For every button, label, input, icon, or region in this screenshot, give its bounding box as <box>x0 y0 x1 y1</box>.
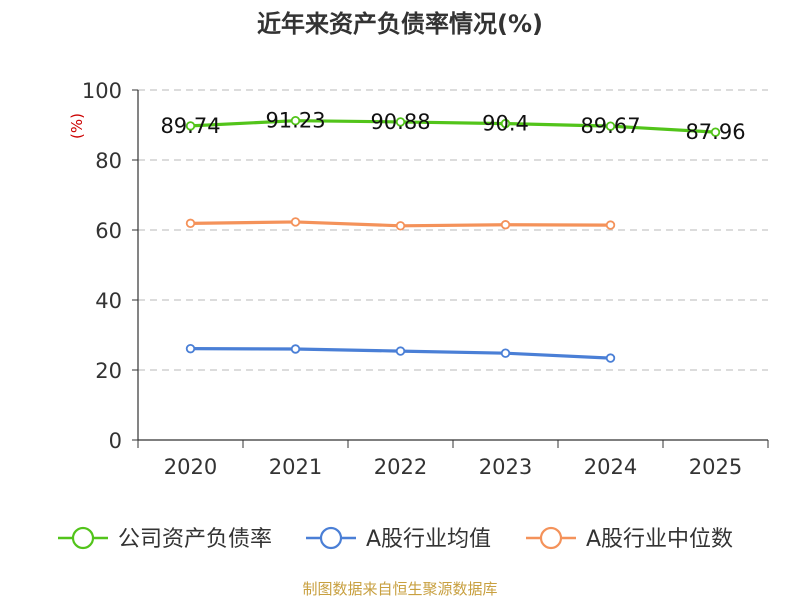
data-point <box>290 217 301 227</box>
data-point <box>500 220 511 230</box>
data-point <box>290 115 301 126</box>
gridlines <box>138 89 768 371</box>
data-point <box>500 348 511 358</box>
x-tick-label: 2021 <box>269 455 322 479</box>
y-tick-label: 60 <box>95 219 122 243</box>
data-point <box>395 346 406 356</box>
legend-label: A股行业中位数 <box>586 527 733 552</box>
series-lines <box>185 115 721 363</box>
source-note: 制图数据来自恒生聚源数据库 <box>302 580 497 598</box>
data-point <box>185 218 196 229</box>
y-axis-label: (%) <box>68 113 86 139</box>
x-tick-label: 2022 <box>374 455 427 479</box>
x-tick-label: 2025 <box>689 455 742 479</box>
y-tick-labels: 0 20 40 60 80 100 <box>82 79 122 453</box>
legend-marker <box>71 526 95 550</box>
data-label: 90.88 <box>370 110 430 134</box>
y-tick-label: 100 <box>82 79 122 103</box>
data-point <box>185 343 196 354</box>
data-label: 90.4 <box>482 112 529 136</box>
chart-title: 近年来资产负债率情况(%) <box>257 10 543 38</box>
data-point <box>605 121 616 131</box>
data-point <box>395 117 406 127</box>
data-label: 91.23 <box>265 109 325 133</box>
legend-marker <box>539 526 563 550</box>
data-point <box>710 127 721 137</box>
x-tick-label: 2020 <box>164 455 217 479</box>
legend-label: 公司资产负债率 <box>118 527 272 552</box>
y-tick-label: 20 <box>95 359 122 383</box>
axes <box>132 89 769 448</box>
data-point <box>290 344 301 354</box>
data-label: 89.67 <box>580 114 640 138</box>
data-point <box>185 121 196 131</box>
y-tick-label: 0 <box>109 429 122 453</box>
x-tick-labels: 2020 2021 2022 2023 2024 2025 <box>164 455 742 479</box>
legend-marker <box>319 526 343 550</box>
data-label: 87.96 <box>685 120 745 144</box>
legend: 公司资产负债率 A股行业均值 A股行业中位数 <box>58 526 733 552</box>
data-point <box>500 118 511 129</box>
y-tick-label: 80 <box>95 149 122 173</box>
x-tick-label: 2023 <box>479 455 532 479</box>
data-labels: 89.74 91.23 90.88 90.4 89.67 87.96 <box>160 109 745 144</box>
data-point <box>395 221 406 231</box>
data-label: 89.74 <box>160 114 220 138</box>
y-tick-label: 40 <box>95 289 122 313</box>
legend-label: A股行业均值 <box>366 527 491 552</box>
data-point <box>605 220 616 230</box>
x-tick-label: 2024 <box>584 455 637 479</box>
data-point <box>605 353 616 363</box>
series-line <box>188 119 718 134</box>
